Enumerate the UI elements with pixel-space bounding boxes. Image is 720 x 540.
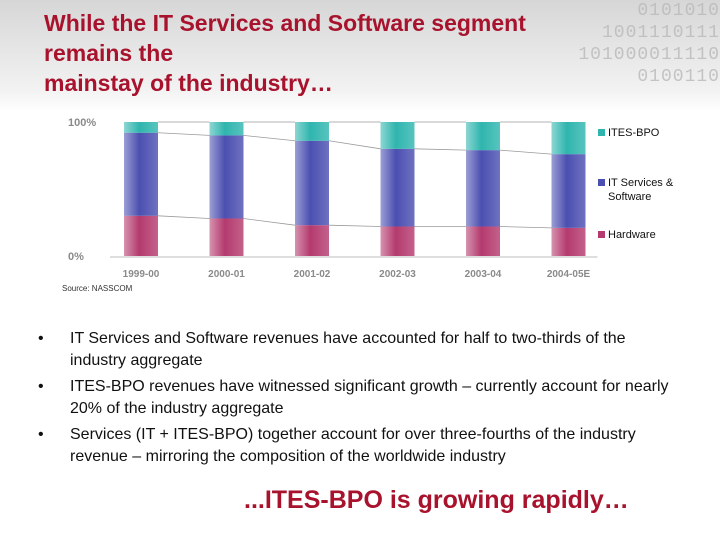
bullet-item: • Services (IT + ITES-BPO) together acco… (38, 424, 678, 467)
series-connector-line (414, 148, 467, 151)
legend-swatch (598, 129, 605, 136)
chart-svg: 100% 0% 1999-00 2000-01 2001-02 2002-03 2003-0… (68, 117, 674, 280)
legend-label: Hardware (608, 229, 656, 241)
bullet-marker: • (38, 330, 44, 347)
bar-segment (380, 148, 415, 227)
legend-label: ITES-BPO (608, 127, 660, 139)
bar-segment (466, 122, 500, 151)
header-band: 0101010 1001110111 101000011110 0100110 (0, 0, 720, 112)
legend-label: IT Services & Software (608, 177, 674, 203)
bar-segment (209, 135, 244, 219)
y-tick-label: 100% (68, 117, 96, 129)
source-note: Source: NASSCOM (62, 284, 133, 293)
bar-segment (124, 122, 158, 133)
bullet-item: • ITES-BPO revenues have witnessed signi… (38, 376, 678, 419)
legend-swatch (598, 231, 605, 238)
binary-decoration: 0101010 1001110111 101000011110 0100110 (460, 0, 720, 112)
bar-segment (466, 226, 500, 256)
series-connector-line (328, 140, 381, 150)
bullet-list: • IT Services and Software revenues have… (38, 328, 678, 472)
x-tick-label: 1999-00 (123, 269, 160, 280)
series-connector-line (499, 226, 552, 229)
conclusion-text: ...ITES-BPO is growing rapidly… (244, 486, 629, 514)
stacked-bar-chart: 100% 0% 1999-00 2000-01 2001-02 2002-03 2003-0… (40, 112, 700, 300)
bullet-text: Services (IT + ITES-BPO) together accoun… (70, 426, 636, 465)
bullet-marker: • (38, 378, 44, 395)
bar-segment (124, 215, 158, 256)
bullet-item: • IT Services and Software revenues have… (38, 328, 678, 371)
x-tick-label: 2002-03 (379, 269, 416, 280)
x-tick-label: 2004-05E (547, 269, 591, 280)
series-connector-line (157, 132, 210, 136)
x-tick-label: 2003-04 (465, 269, 502, 280)
title-line: While the IT Services and Software segme… (44, 10, 526, 36)
bullet-marker: • (38, 426, 44, 443)
x-tick-label: 2000-01 (208, 269, 245, 280)
binary-line: 1001110111 (601, 23, 720, 43)
bar-segment (209, 218, 244, 256)
title-line: remains the (44, 40, 174, 66)
slide-title: While the IT Services and Software segme… (44, 8, 664, 98)
bar-segment (209, 122, 244, 136)
x-tick-label: 2001-02 (294, 269, 331, 280)
bar-segment (380, 226, 415, 256)
bar-segment (466, 150, 500, 227)
series-connector-line (243, 135, 296, 142)
bar-segment (295, 122, 329, 141)
bar-segment (380, 122, 415, 149)
bullet-text: ITES-BPO revenues have witnessed signifi… (70, 378, 669, 417)
binary-line: 0101010 (637, 1, 720, 21)
bar-segment (124, 132, 158, 216)
bar-segment (551, 227, 586, 256)
binary-line: 101000011110 (578, 45, 720, 65)
bar-segment (551, 154, 586, 228)
bullet-text: IT Services and Software revenues have a… (70, 330, 626, 369)
series-connector-line (157, 215, 210, 219)
bar-segment (295, 225, 329, 256)
series-connector-line (243, 218, 296, 226)
title-line: mainstay of the industry… (44, 70, 333, 96)
legend-swatch (598, 179, 605, 186)
series-connector-line (499, 149, 552, 155)
bar-segment (295, 140, 329, 226)
y-tick-label: 0% (68, 251, 84, 263)
series-connector-line (328, 224, 381, 227)
binary-line: 0100110 (637, 67, 720, 87)
bar-segment (551, 122, 586, 155)
